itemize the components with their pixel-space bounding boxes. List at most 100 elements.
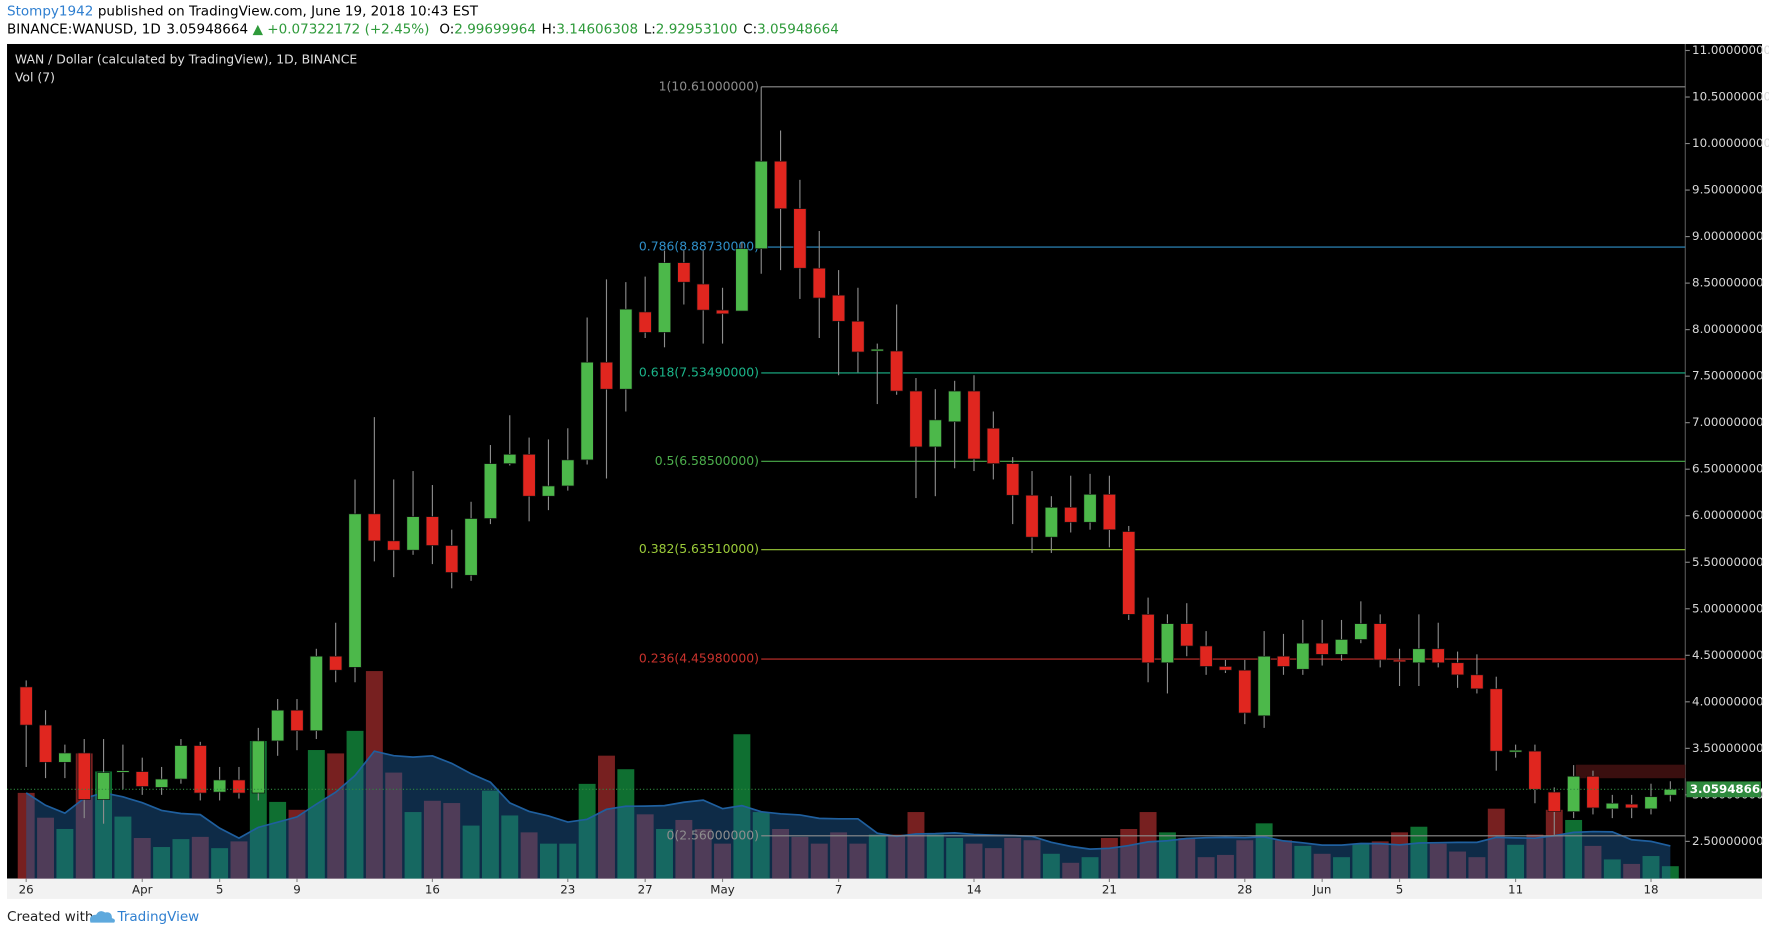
volume-bar bbox=[772, 828, 790, 879]
volume-bar bbox=[1449, 851, 1467, 879]
symbol: BINANCE:WANUSD, 1D bbox=[7, 21, 161, 37]
candle-body bbox=[1006, 463, 1020, 496]
volume-bar bbox=[404, 812, 422, 879]
ohlc-label: C: bbox=[743, 21, 757, 37]
candle-body bbox=[406, 516, 420, 551]
candle-body bbox=[1218, 666, 1232, 671]
candle-body bbox=[290, 709, 304, 732]
x-tick-label: 26 bbox=[19, 882, 34, 896]
fib-label: 0.786(8.88730000) bbox=[639, 239, 759, 254]
candle-body bbox=[58, 752, 72, 763]
candle-body bbox=[155, 778, 169, 788]
x-tick-label: 18 bbox=[1643, 882, 1658, 896]
candle-body bbox=[1489, 688, 1503, 752]
candle-body bbox=[1528, 750, 1542, 790]
fib-layer: 1(10.61000000) 0.786(8.88730000) 0.618(7.5… bbox=[639, 78, 1686, 842]
volume-bar bbox=[1507, 844, 1525, 879]
candle-body bbox=[1122, 531, 1136, 615]
x-tick-label: 14 bbox=[966, 882, 981, 896]
volume-bar bbox=[617, 769, 635, 879]
x-tick-label: Apr bbox=[132, 882, 153, 896]
volume-bar bbox=[1487, 808, 1505, 879]
y-tick-label: 9.00000000 bbox=[1692, 229, 1764, 243]
volume-bar bbox=[656, 828, 673, 879]
volume-bar bbox=[346, 730, 364, 879]
candle-body bbox=[193, 745, 207, 794]
volume-bar bbox=[636, 814, 654, 879]
candle-body bbox=[754, 160, 768, 250]
y-tick-label: 11.00000000 bbox=[1692, 43, 1769, 57]
y-tick-label: 6.50000000 bbox=[1692, 462, 1764, 476]
volume-bar bbox=[133, 838, 151, 879]
candle-body bbox=[503, 453, 517, 464]
x-tick-label: 28 bbox=[1237, 882, 1252, 896]
candle-body bbox=[735, 248, 749, 312]
volume-bar bbox=[849, 843, 867, 879]
candle-body bbox=[1392, 659, 1407, 663]
y-tick-label: 8.50000000 bbox=[1692, 276, 1764, 290]
candle-body bbox=[967, 390, 981, 460]
volume-bar bbox=[1429, 843, 1447, 879]
candle-body bbox=[561, 459, 575, 487]
volume-bar bbox=[37, 817, 54, 879]
volume-ma-area bbox=[26, 751, 1671, 879]
volume-bar bbox=[1004, 838, 1022, 879]
x-tick-label: 23 bbox=[560, 882, 575, 896]
quote-line: BINANCE:WANUSD, 1D 3.05948664 ▲ +0.0732217… bbox=[7, 21, 839, 37]
fib-label: 0(2.56000000) bbox=[667, 827, 759, 842]
candle-body bbox=[928, 419, 942, 448]
publish-info: published on TradingView.com, June 19, 2… bbox=[98, 3, 479, 19]
candle-body bbox=[774, 160, 788, 210]
candle-body bbox=[116, 770, 130, 773]
candle-body bbox=[851, 320, 865, 353]
candle-body bbox=[387, 540, 401, 551]
candle-body bbox=[1354, 623, 1368, 640]
candle-body bbox=[580, 361, 594, 461]
candle-body bbox=[1412, 648, 1426, 664]
volume-bar bbox=[1468, 857, 1486, 879]
volume-bar bbox=[288, 809, 306, 879]
ohlc-value: 2.99699964 bbox=[454, 21, 536, 37]
candle-body bbox=[251, 740, 265, 794]
x-tick-label: May bbox=[710, 882, 734, 896]
volume-ma-line bbox=[25, 750, 1671, 850]
candle-body bbox=[619, 308, 633, 390]
candle-body bbox=[38, 724, 53, 763]
y-tick-label: 5.50000000 bbox=[1692, 555, 1764, 569]
candle-body bbox=[1451, 662, 1465, 676]
candle-body bbox=[1547, 791, 1561, 812]
ohlc-label: O: bbox=[439, 21, 454, 37]
volume-bar bbox=[172, 839, 190, 879]
volume-bar bbox=[1371, 841, 1389, 879]
x-tick-label: 21 bbox=[1102, 882, 1117, 896]
volume-bar bbox=[1158, 832, 1176, 879]
footer-brand[interactable]: TradingView bbox=[117, 909, 200, 925]
candle-body bbox=[1141, 614, 1155, 664]
volume-bar bbox=[1545, 809, 1563, 879]
candle-body bbox=[425, 516, 439, 546]
volume-bar bbox=[1236, 840, 1254, 879]
candle-body bbox=[1431, 648, 1445, 664]
candle-body bbox=[232, 779, 246, 794]
ohlc-label: H: bbox=[542, 21, 557, 37]
volume-bar bbox=[1120, 828, 1138, 879]
volume-bar bbox=[1023, 840, 1041, 879]
volume-bar bbox=[1352, 843, 1370, 879]
footer-created: Created with bbox=[7, 909, 93, 925]
volume-bar bbox=[791, 836, 809, 879]
chart-title: WAN / Dollar (calculated by TradingView)… bbox=[15, 51, 358, 66]
author[interactable]: Stompy1942 bbox=[7, 3, 93, 19]
candle-body bbox=[1315, 642, 1329, 655]
y-tick-label: 5.00000000 bbox=[1692, 601, 1764, 615]
volume-bar bbox=[307, 750, 325, 879]
fib-label: 0.618(7.53490000) bbox=[639, 364, 759, 379]
volume-bar bbox=[1178, 838, 1196, 879]
y-tick-label: 6.00000000 bbox=[1692, 508, 1764, 522]
candle-body bbox=[271, 709, 285, 742]
volume-bar bbox=[1333, 857, 1350, 879]
tradingview-logo[interactable] bbox=[89, 911, 115, 923]
x-tick-label: 27 bbox=[638, 882, 653, 896]
candle-body bbox=[445, 545, 459, 573]
candle-body bbox=[1605, 802, 1619, 810]
volume-bar bbox=[481, 790, 499, 879]
